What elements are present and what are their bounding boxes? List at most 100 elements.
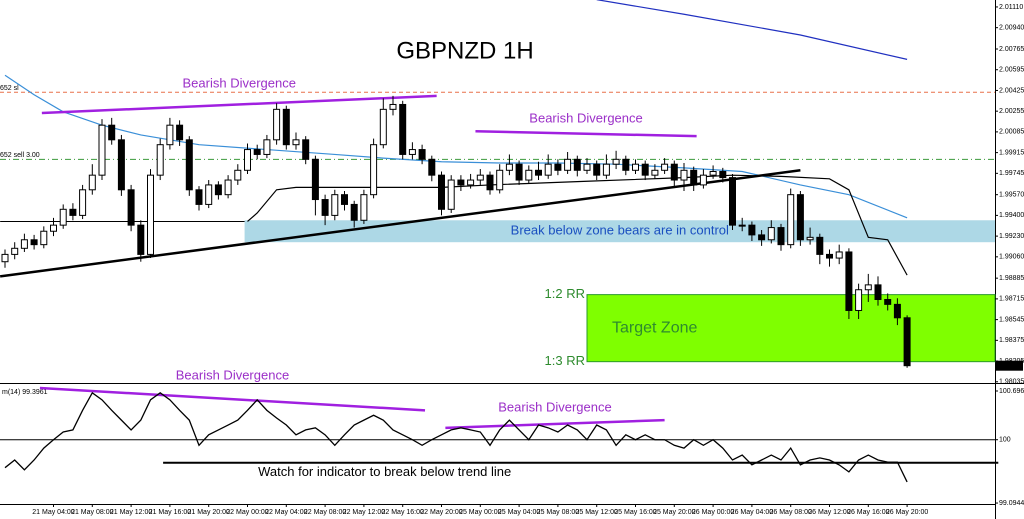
y-tick-label: 1.98715 — [999, 296, 1024, 303]
indicator-line — [4, 391, 908, 483]
candle-body — [341, 194, 348, 205]
candle-body — [418, 149, 426, 160]
y-tick-label: 2.00255 — [999, 108, 1024, 115]
candle-body — [699, 174, 707, 186]
candle-body — [535, 169, 542, 176]
candle-body — [69, 208, 77, 216]
y-tick-label: 2.00085 — [999, 129, 1024, 136]
candle-body — [428, 158, 436, 176]
x-tick-label: 25 May 16:00 — [614, 509, 657, 516]
candle-body — [273, 108, 281, 141]
x-tick-label: 21 May 20:00 — [187, 509, 230, 516]
candle-body — [253, 149, 261, 155]
candle-body — [564, 158, 572, 171]
y-tick-label: 1.99400 — [999, 212, 1024, 219]
candle-body — [806, 236, 814, 241]
trend-label: Bearish Divergence — [176, 367, 289, 382]
candle-body — [350, 203, 358, 221]
candle-body — [855, 289, 863, 311]
candle-body — [88, 174, 96, 191]
candle-body — [137, 224, 145, 255]
level-label: 652 sl — [0, 85, 19, 92]
x-tick-label: 26 May 08:00 — [769, 509, 812, 516]
candle-body — [845, 251, 853, 311]
candle-body — [311, 158, 319, 201]
candle-body — [379, 108, 387, 146]
x-tick-label: 22 May 20:00 — [420, 509, 463, 516]
y-tick-label: 2.00940 — [999, 25, 1024, 32]
candle-body — [583, 163, 591, 171]
candle-body — [98, 124, 106, 176]
candle-body — [195, 189, 203, 205]
candle-body — [476, 174, 484, 181]
y-tick-label: 100.6966 — [999, 388, 1024, 395]
candle-body — [214, 184, 222, 196]
candle-body — [486, 174, 494, 191]
candle-body — [515, 163, 523, 181]
candle-body — [399, 103, 407, 155]
y-tick-label: 100 — [999, 437, 1011, 444]
candle-body — [467, 179, 475, 186]
trend-label: Bearish Divergence — [529, 111, 642, 126]
x-tick-label: 21 May 12:00 — [110, 509, 153, 516]
candle-body — [864, 284, 872, 291]
trend-label: Bearish Divergence — [183, 75, 296, 90]
candle-body — [690, 169, 698, 186]
candle-body — [651, 169, 659, 176]
zone-top-label: 1:2 RR — [545, 286, 585, 301]
candle-body — [302, 139, 310, 160]
candle-body — [632, 163, 639, 171]
y-tick-label: 1.98035 — [999, 379, 1024, 386]
trend-label: Bearish Divergence — [498, 400, 611, 415]
candle-body — [816, 236, 824, 255]
candle-body — [127, 189, 135, 226]
candle-body — [835, 251, 843, 259]
candle-body — [79, 189, 87, 216]
candle-body — [670, 163, 678, 181]
x-tick-label: 26 May 00:00 — [692, 509, 735, 516]
candle-body — [719, 171, 727, 179]
candle-body — [370, 144, 378, 196]
last-price-box — [996, 360, 1023, 371]
candle-body — [20, 239, 28, 249]
candle-body — [59, 208, 67, 226]
x-tick-label: 22 May 08:00 — [304, 509, 347, 516]
x-tick-label: 22 May 16:00 — [381, 509, 424, 516]
zone-label: Break below zone bears are in control — [511, 223, 729, 238]
candle-body — [234, 169, 242, 181]
zone-label: Target Zone — [612, 319, 697, 336]
candle-body — [321, 199, 329, 216]
candle-body — [117, 139, 125, 191]
candle-body — [263, 139, 271, 155]
candle-body — [496, 169, 504, 191]
candle-body — [244, 149, 251, 171]
zone-bottom-label: 1:3 RR — [545, 353, 585, 368]
x-tick-label: 26 May 20:00 — [886, 509, 929, 516]
y-tick-label: 2.00595 — [999, 67, 1024, 74]
candle-body — [680, 169, 688, 181]
moving-average — [596, 0, 908, 60]
candle-body — [622, 158, 630, 171]
x-tick-label: 26 May 16:00 — [847, 509, 890, 516]
candle-body — [30, 239, 38, 246]
x-tick-label: 26 May 12:00 — [808, 509, 851, 516]
trend-line — [475, 130, 697, 138]
candle-body — [554, 163, 562, 171]
y-tick-label: 1.99570 — [999, 192, 1024, 199]
candle-body — [767, 227, 775, 241]
candle-body — [505, 163, 513, 171]
candle-body — [602, 163, 610, 176]
y-tick-label: 1.99230 — [999, 233, 1024, 240]
candle-body — [224, 179, 232, 196]
candle-body — [787, 194, 795, 246]
candle-body — [50, 224, 57, 232]
candle-body — [573, 158, 581, 171]
x-tick-label: 25 May 20:00 — [653, 509, 696, 516]
candle-body — [661, 163, 669, 171]
candle-body — [408, 149, 416, 155]
y-tick-label: 1.99060 — [999, 254, 1024, 261]
candle-body — [738, 224, 746, 227]
candle-body — [709, 171, 717, 176]
candle-body — [593, 163, 601, 176]
candle-body — [108, 124, 116, 141]
